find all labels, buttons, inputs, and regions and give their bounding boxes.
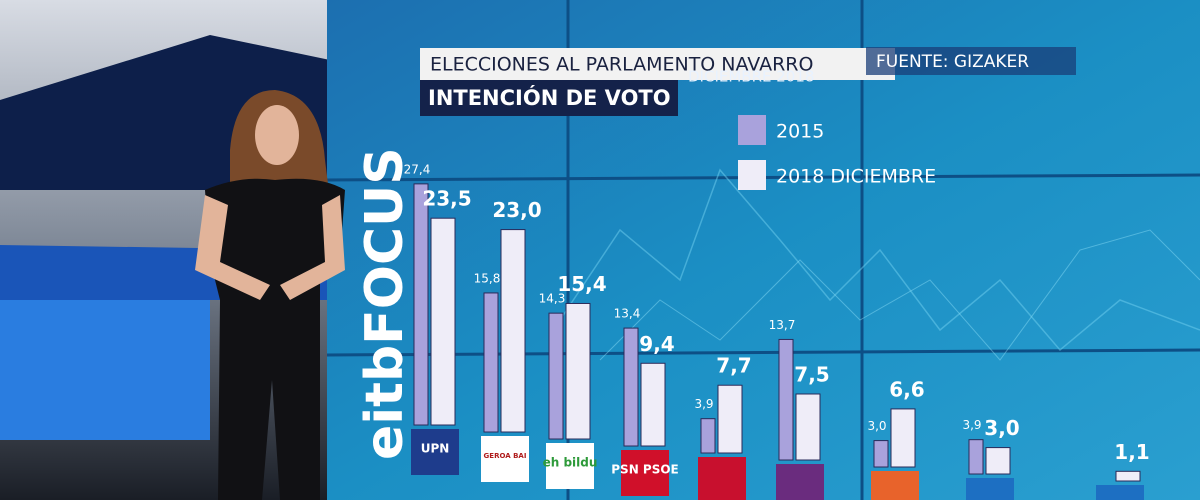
bar xyxy=(548,312,564,440)
party-logo xyxy=(621,450,669,496)
bar xyxy=(430,217,456,426)
legend-label: 2018 DICIEMBRE xyxy=(776,166,936,188)
party-logo xyxy=(698,457,746,500)
bar xyxy=(795,393,821,461)
value-label: 7,5 xyxy=(794,363,829,387)
bar xyxy=(700,418,716,454)
value-label: 23,5 xyxy=(422,187,471,211)
bar xyxy=(890,408,916,468)
value-label: 9,4 xyxy=(639,332,674,356)
bar xyxy=(413,183,429,426)
x-tick-label: GEROA BAI xyxy=(484,452,527,460)
bar xyxy=(968,439,984,475)
chart-subtitle: INTENCIÓN DE VOTO xyxy=(428,85,671,110)
chart-date: DICIEMBRE 2018 xyxy=(688,68,814,86)
value-label: 14,3 xyxy=(539,292,566,306)
x-tick-label: PSN PSOE xyxy=(611,463,679,477)
value-label: 15,8 xyxy=(474,271,501,285)
party-logo xyxy=(871,471,919,500)
decor-line xyxy=(599,229,1200,361)
value-label: 1,1 xyxy=(1114,440,1149,464)
bar xyxy=(985,447,1011,475)
presenter xyxy=(195,90,345,500)
bar xyxy=(483,292,499,433)
source-box xyxy=(866,47,1076,75)
value-label: 3,0 xyxy=(984,416,1019,440)
value-label: 3,0 xyxy=(867,419,886,433)
value-label: 6,6 xyxy=(889,377,924,401)
legend-swatch xyxy=(738,160,766,190)
chart-title: ELECCIONES AL PARLAMENTO NAVARRO xyxy=(430,54,813,76)
bar xyxy=(873,440,889,468)
bar xyxy=(623,327,639,447)
party-logo xyxy=(546,443,594,489)
legend-swatch xyxy=(738,115,766,145)
party-logo xyxy=(481,436,529,482)
party-logo xyxy=(1096,485,1144,500)
party-logo xyxy=(776,464,824,500)
value-label: 3,9 xyxy=(694,397,713,411)
value-label: 7,7 xyxy=(716,354,751,378)
value-label: 15,4 xyxy=(557,272,606,296)
bar xyxy=(640,362,666,447)
bar xyxy=(717,384,743,454)
value-label: 13,4 xyxy=(614,307,641,321)
legend-label: 2015 xyxy=(776,121,824,143)
bar xyxy=(778,338,794,461)
subtitle-box xyxy=(420,80,678,116)
bar xyxy=(500,229,526,433)
x-tick-label: UPN xyxy=(421,442,450,456)
value-label: 27,4 xyxy=(404,162,431,176)
decor-line xyxy=(559,168,1200,352)
brand-logo: eitbFOCUS xyxy=(355,147,415,460)
party-logo xyxy=(411,429,459,475)
plot: 2015 2018 DICIEMBRE UPN 27,4 23,5 GEROA BAI 15… xyxy=(404,115,1150,500)
bar xyxy=(1115,470,1141,482)
value-label: 13,7 xyxy=(769,318,796,332)
x-tick-label: eh bildu xyxy=(543,456,598,470)
title-box xyxy=(420,48,895,80)
value-label: 3,9 xyxy=(962,418,981,432)
chart-source: FUENTE: GIZAKER xyxy=(876,52,1029,72)
value-label: 23,0 xyxy=(492,198,541,222)
party-logo xyxy=(966,478,1014,500)
studio-screen xyxy=(0,300,210,440)
bar xyxy=(565,302,591,440)
